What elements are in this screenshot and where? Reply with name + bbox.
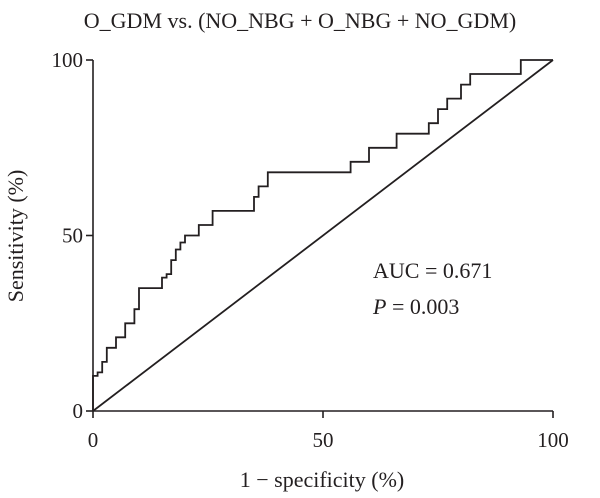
auc-annotation: AUC = 0.671 [373,258,492,283]
x-axis-title: 1 − specificity (%) [240,467,405,492]
y-tick-label: 100 [52,48,84,72]
chart-title: O_GDM vs. (NO_NBG + O_NBG + NO_GDM) [84,8,516,33]
series-layer [92,59,554,412]
x-ticks: 0 50 100 [88,411,569,452]
y-axis-title: Sensitivity (%) [3,170,28,303]
p-symbol: P [372,294,386,319]
x-tick-label: 100 [537,428,569,452]
y-axis: 0 50 100 [52,48,94,423]
y-tick-label: 50 [62,224,83,248]
p-value-annotation: P = 0.003 [372,294,459,319]
p-value-text: = 0.003 [386,294,459,319]
x-tick-label: 50 [313,428,334,452]
y-tick-label: 0 [73,399,84,423]
reference-diagonal [92,59,554,412]
x-tick-label: 0 [88,428,99,452]
roc-curve [92,59,553,411]
y-ticks: 0 50 100 [52,48,93,423]
x-axis: 0 50 100 [88,410,569,452]
